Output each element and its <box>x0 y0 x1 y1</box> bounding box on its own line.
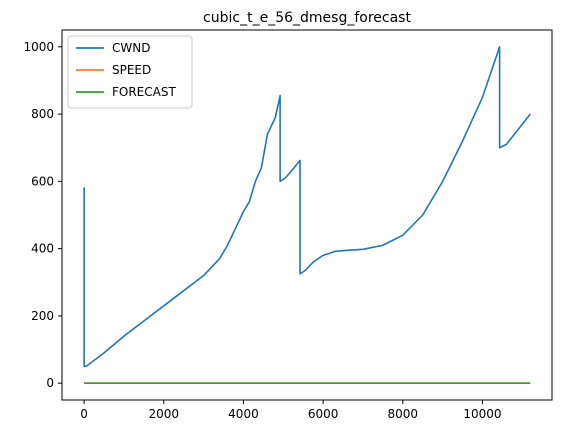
x-tick-label: 10000 <box>463 407 501 421</box>
y-tick-label: 1000 <box>23 40 54 54</box>
y-axis: 0 200 400 600 800 1000 <box>23 40 62 390</box>
plot-lines <box>83 46 531 384</box>
y-tick-label: 600 <box>31 174 54 188</box>
legend-label-speed: SPEED <box>112 63 151 77</box>
legend-box <box>67 35 193 109</box>
legend: CWND SPEED FORECAST <box>67 35 193 109</box>
plot-frame <box>61 29 553 401</box>
x-tick-label: 6000 <box>308 407 339 421</box>
chart-title: cubic_t_e_56_dmesg_forecast <box>203 10 411 26</box>
series-line-cwnd <box>83 46 531 368</box>
x-tick-label: 2000 <box>149 407 180 421</box>
x-axis: 0 2000 4000 6000 8000 10000 <box>80 400 502 421</box>
x-tick-label: 0 <box>80 407 88 421</box>
x-tick-label: 8000 <box>388 407 419 421</box>
y-tick-label: 400 <box>31 242 54 256</box>
x-tick-label: 4000 <box>228 407 259 421</box>
legend-label-cwnd: CWND <box>112 41 150 55</box>
y-tick-label: 800 <box>31 107 54 121</box>
y-tick-label: 200 <box>31 309 54 323</box>
legend-label-forecast: FORECAST <box>112 85 176 99</box>
y-tick-label: 0 <box>46 376 54 390</box>
